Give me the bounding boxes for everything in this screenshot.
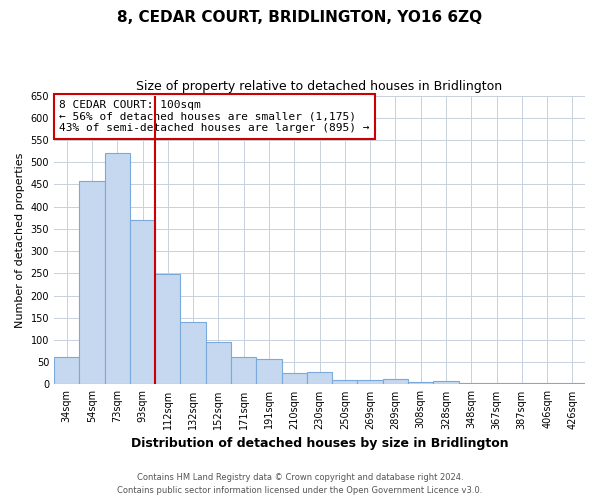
Bar: [256, 359, 281, 384]
Text: Contains HM Land Registry data © Crown copyright and database right 2024.
Contai: Contains HM Land Registry data © Crown c…: [118, 474, 482, 495]
Bar: [130, 220, 155, 384]
Y-axis label: Number of detached properties: Number of detached properties: [15, 152, 25, 328]
Bar: [206, 342, 231, 384]
Bar: [332, 380, 358, 384]
Bar: [383, 378, 408, 384]
Text: 8 CEDAR COURT: 100sqm
← 56% of detached houses are smaller (1,175)
43% of semi-d: 8 CEDAR COURT: 100sqm ← 56% of detached …: [59, 100, 370, 133]
Bar: [535, 382, 560, 384]
Bar: [104, 153, 130, 384]
Bar: [408, 382, 433, 384]
Bar: [281, 374, 307, 384]
Bar: [358, 380, 383, 384]
X-axis label: Distribution of detached houses by size in Bridlington: Distribution of detached houses by size …: [131, 437, 508, 450]
Bar: [433, 381, 458, 384]
Text: 8, CEDAR COURT, BRIDLINGTON, YO16 6ZQ: 8, CEDAR COURT, BRIDLINGTON, YO16 6ZQ: [118, 10, 482, 25]
Bar: [231, 358, 256, 384]
Bar: [181, 322, 206, 384]
Bar: [458, 382, 484, 384]
Bar: [54, 357, 79, 384]
Bar: [155, 274, 181, 384]
Bar: [560, 383, 585, 384]
Bar: [79, 182, 104, 384]
Title: Size of property relative to detached houses in Bridlington: Size of property relative to detached ho…: [136, 80, 503, 93]
Bar: [509, 383, 535, 384]
Bar: [307, 372, 332, 384]
Bar: [484, 382, 509, 384]
